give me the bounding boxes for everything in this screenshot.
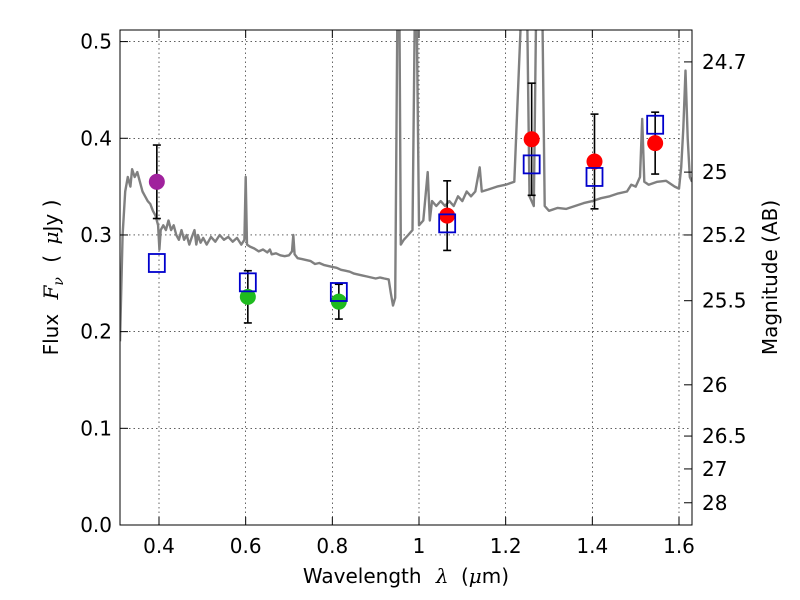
y-tick-label: 0.2 <box>80 320 112 344</box>
axis-ticks: 0.4 0.6 0.8 1 1.2 1.4 1.6 0.0 0.1 0.2 0.3 0.4 0.5 24.… <box>80 30 746 558</box>
photometry-points-layer <box>147 82 665 324</box>
y-tick-label: 0.5 <box>80 30 112 54</box>
y2-tick-label: 25.2 <box>702 223 747 247</box>
spectrum-line <box>120 30 692 342</box>
y-tick-label: 0.3 <box>80 223 112 247</box>
model-point-square <box>522 154 541 175</box>
y2-tick-label: 24.7 <box>702 50 747 74</box>
x-axis-unit-mu: μ <box>469 564 482 588</box>
x-tick-label: 0.8 <box>316 534 348 558</box>
y-axis-label-subscript: ν <box>51 277 67 286</box>
model-point-square <box>147 253 166 273</box>
y2-axis-label: Magnitude (AB) <box>758 200 782 355</box>
y-axis-label: Flux Fν ( μJy ) <box>39 200 68 356</box>
data-point-observed-optical <box>239 288 256 305</box>
x-tick-label: 1 <box>413 534 426 558</box>
x-tick-label: 1.4 <box>576 534 608 558</box>
data-point-observed-nir <box>647 135 664 152</box>
y-axis-unit-mu: μ <box>39 232 63 245</box>
grid-lines <box>120 30 692 526</box>
data-point-observed-nir <box>586 153 603 170</box>
y-axis-label-text: Flux <box>39 314 63 356</box>
x-tick-label: 0.4 <box>143 534 175 558</box>
y-tick-label: 0.1 <box>80 416 112 440</box>
model-point-square <box>646 114 665 135</box>
y-tick-label: 0.0 <box>80 513 112 537</box>
x-axis-label-text: Wavelength <box>303 564 422 588</box>
x-axis-label-symbol: λ <box>435 564 449 588</box>
x-tick-label: 1.6 <box>663 534 695 558</box>
x-axis-label: Wavelength λ (μm) <box>303 564 509 588</box>
data-point-observed-nir <box>523 131 540 148</box>
y2-tick-label: 25 <box>702 160 727 184</box>
y2-tick-label: 25.5 <box>702 289 747 313</box>
model-point-square <box>329 282 348 302</box>
y2-tick-label: 28 <box>702 491 727 515</box>
y-axis-label-symbol: F <box>39 284 63 300</box>
y2-tick-label: 27 <box>702 457 727 481</box>
x-tick-label: 0.6 <box>230 534 262 558</box>
model-point-square <box>438 213 457 234</box>
x-axis-unit-open: ( <box>461 564 469 588</box>
y-axis-unit-rest: Jy ) <box>39 200 63 234</box>
model-point-square <box>238 272 257 293</box>
data-point-observed-blue-band <box>148 173 165 190</box>
model-point-square <box>585 167 604 187</box>
model-spectrum-layer <box>120 30 692 342</box>
y-tick-label: 0.4 <box>80 126 112 150</box>
x-axis-unit-rest: m) <box>482 564 509 588</box>
y2-tick-label: 26.5 <box>702 424 747 448</box>
y-axis-unit-open: ( <box>39 255 63 263</box>
plot-frame <box>119 29 693 526</box>
x-tick-label: 1.2 <box>490 534 522 558</box>
y2-tick-label: 26 <box>702 373 727 397</box>
data-point-observed-nir <box>439 207 456 224</box>
